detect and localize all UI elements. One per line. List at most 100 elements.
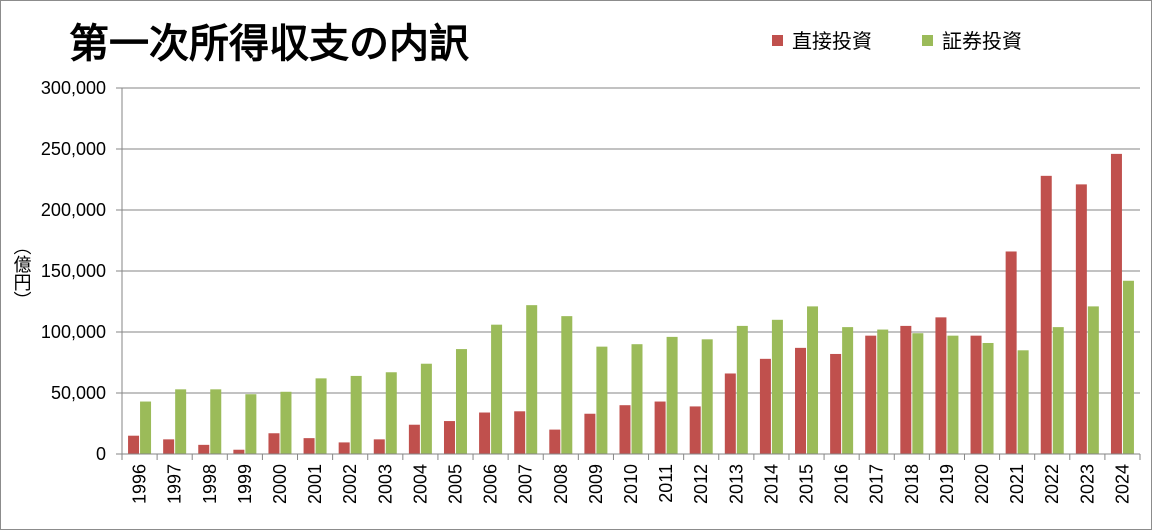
bar-direct-investment (654, 401, 666, 454)
legend: 直接投資 証券投資 (772, 29, 1022, 53)
x-tick-label: 2006 (481, 464, 501, 504)
y-tick-label: 150,000 (41, 261, 106, 281)
gridlines (116, 87, 1140, 455)
legend-label-direct: 直接投資 (792, 29, 872, 53)
bar-portfolio-investment (807, 306, 819, 454)
bar-direct-investment (338, 442, 350, 454)
bar-portfolio-investment (491, 324, 503, 454)
bar-direct-investment (865, 335, 877, 454)
x-tick-label: 2016 (832, 464, 852, 504)
axes (121, 88, 1141, 460)
x-tick-label: 1996 (130, 464, 150, 504)
legend-label-portfolio: 証券投資 (942, 29, 1022, 53)
x-tick-label: 2001 (305, 464, 325, 504)
x-tick-label: 1997 (165, 464, 185, 504)
bar-direct-investment (1110, 153, 1122, 454)
bar-direct-investment (373, 439, 385, 454)
bar-portfolio-investment (982, 342, 994, 454)
bar-direct-investment (268, 433, 280, 454)
x-tick-label: 2021 (1007, 464, 1027, 504)
bar-portfolio-investment (701, 339, 713, 454)
bar-portfolio-investment (315, 378, 327, 454)
bar-portfolio-investment (596, 346, 608, 454)
bar-direct-investment (759, 358, 771, 454)
x-tick-label: 2014 (761, 464, 781, 504)
bar-portfolio-investment (877, 329, 889, 454)
bar-portfolio-investment (947, 335, 959, 454)
bar-direct-investment (1075, 184, 1087, 454)
bar-direct-investment (830, 353, 842, 454)
bar-portfolio-investment (912, 333, 924, 454)
y-axis-label: （億円） (11, 237, 32, 309)
bar-portfolio-investment (666, 336, 678, 454)
x-tick-label: 2012 (691, 464, 711, 504)
bar-direct-investment (408, 424, 420, 454)
bar-direct-investment (619, 405, 631, 454)
bar-portfolio-investment (1122, 280, 1134, 454)
bar-direct-investment (443, 421, 455, 454)
x-tick-label: 2023 (1077, 464, 1097, 504)
x-tick-label: 2005 (445, 464, 465, 504)
x-tick-label: 2008 (551, 464, 571, 504)
bar-direct-investment (128, 435, 140, 454)
y-tick-label: 50,000 (51, 383, 106, 403)
x-tick-label: 2015 (797, 464, 817, 504)
bar-portfolio-investment (140, 401, 152, 454)
bar-portfolio-investment (561, 316, 573, 454)
bar-portfolio-investment (175, 389, 187, 454)
bar-portfolio-investment (736, 325, 748, 454)
bars (128, 153, 1134, 454)
chart-title: 第一次所得収支の内訳 (69, 21, 470, 67)
bar-direct-investment (935, 317, 947, 454)
x-tick-label: 2007 (516, 464, 536, 504)
bar-portfolio-investment (1052, 327, 1064, 454)
y-tick-label: 300,000 (41, 78, 106, 98)
x-tick-label: 2009 (586, 464, 606, 504)
bar-portfolio-investment (1087, 306, 1099, 454)
bar-portfolio-investment (245, 394, 257, 454)
y-tick-label: 250,000 (41, 139, 106, 159)
x-tick-label: 1998 (200, 464, 220, 504)
x-tick-label: 2000 (270, 464, 290, 504)
y-tick-label: 200,000 (41, 200, 106, 220)
bar-portfolio-investment (350, 375, 362, 454)
x-tick-label: 2002 (340, 464, 360, 504)
x-tick-label: 2003 (375, 464, 395, 504)
x-tick-label: 1999 (235, 464, 255, 504)
bar-portfolio-investment (842, 327, 854, 454)
bar-portfolio-investment (385, 372, 397, 454)
y-tick-label: 100,000 (41, 322, 106, 342)
x-tick-label: 2010 (621, 464, 641, 504)
x-tick-label: 2022 (1042, 464, 1062, 504)
bar-portfolio-investment (455, 349, 467, 454)
bar-direct-investment (479, 412, 491, 454)
bar-direct-investment (303, 438, 315, 454)
x-tick-label: 2017 (867, 464, 887, 504)
bar-direct-investment (795, 347, 807, 454)
bar-direct-investment (233, 449, 245, 454)
x-tick-labels: 1996 1997 1998 1999 2000 2001 2002 2003 2004 2005… (130, 464, 1133, 504)
bar-portfolio-investment (631, 344, 643, 454)
legend-swatch-portfolio (922, 35, 933, 46)
bar-portfolio-investment (1017, 350, 1029, 454)
bar-direct-investment (514, 411, 526, 454)
bar-direct-investment (198, 444, 210, 454)
bar-direct-investment (970, 335, 982, 454)
bar-portfolio-investment (526, 305, 538, 454)
bar-portfolio-investment (771, 319, 783, 454)
bar-direct-investment (1040, 175, 1052, 454)
x-tick-label: 2024 (1112, 464, 1132, 504)
y-tick-labels: 0 50,000 100,000 150,000 200,000 250,000 300,0… (41, 78, 106, 464)
bar-direct-investment (724, 373, 736, 454)
bar-direct-investment (549, 429, 561, 454)
bar-direct-investment (689, 406, 701, 454)
x-tick-label: 2020 (972, 464, 992, 504)
bar-portfolio-investment (280, 391, 292, 454)
bar-direct-investment (163, 439, 175, 454)
bar-direct-investment (900, 325, 912, 454)
bar-direct-investment (1005, 251, 1017, 454)
bar-portfolio-investment (210, 389, 222, 454)
x-tick-label: 2018 (902, 464, 922, 504)
